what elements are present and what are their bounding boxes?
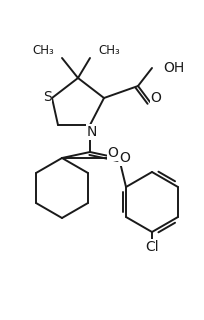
Text: O: O — [108, 146, 119, 160]
Text: O: O — [120, 151, 130, 165]
Text: CH₃: CH₃ — [98, 44, 120, 57]
Text: O: O — [151, 91, 161, 105]
Text: S: S — [43, 90, 51, 104]
Text: Cl: Cl — [145, 240, 159, 254]
Text: N: N — [87, 125, 97, 139]
Text: OH: OH — [163, 61, 184, 75]
Text: CH₃: CH₃ — [32, 44, 54, 57]
